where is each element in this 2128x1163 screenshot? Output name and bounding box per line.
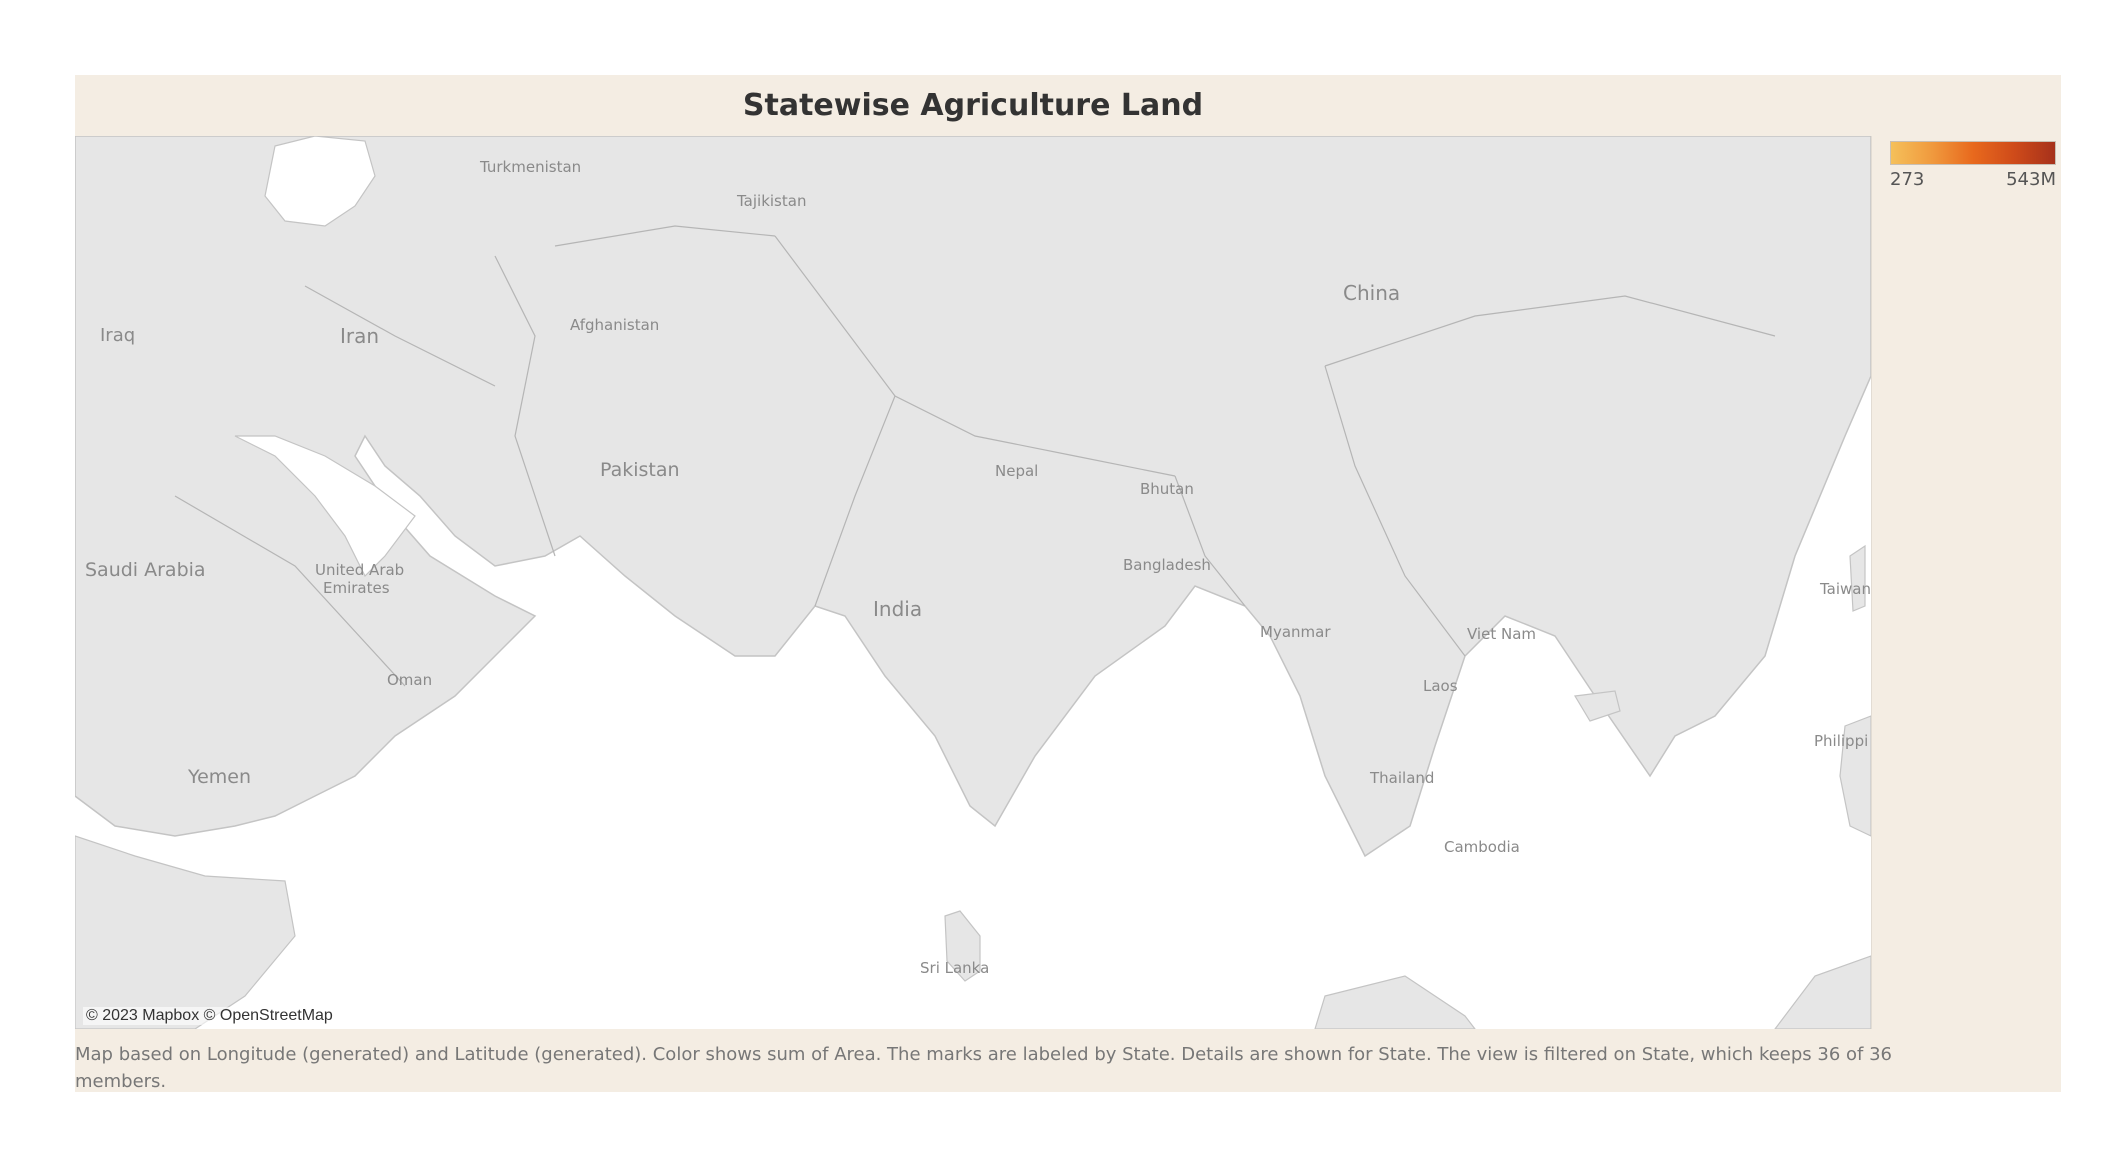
land-philippines	[1839, 715, 1871, 837]
label-nepal: Nepal	[995, 462, 1038, 480]
label-myanmar: Myanmar	[1260, 623, 1331, 641]
basemap: Turkmenistan Tajikistan Iraq Iran Afghan…	[75, 136, 1871, 1029]
label-china: China	[1343, 281, 1400, 305]
label-yemen: Yemen	[187, 766, 251, 788]
land-sumatra	[1314, 975, 1476, 1029]
land-sri-lanka	[944, 910, 981, 982]
label-bhutan: Bhutan	[1140, 480, 1194, 498]
label-bangladesh: Bangladesh	[1123, 556, 1211, 574]
legend-min-label: 273	[1890, 169, 1925, 190]
label-iraq: Iraq	[100, 325, 135, 346]
label-sri-lanka: Sri Lanka	[920, 959, 989, 977]
map-attribution[interactable]: © 2023 Mapbox © OpenStreetMap	[83, 1007, 336, 1025]
land-hainan	[1574, 690, 1621, 722]
map-title: Statewise Agriculture Land	[742, 88, 1204, 123]
legend-max-label: 543M	[2006, 169, 2056, 190]
map-view[interactable]: Turkmenistan Tajikistan Iraq Iran Afghan…	[75, 136, 1872, 1029]
label-tajikistan: Tajikistan	[736, 192, 806, 210]
label-uae-line1: United Arab	[315, 561, 404, 579]
country-borders	[174, 225, 1776, 687]
label-philippines: Philippi	[1814, 732, 1868, 750]
label-cambodia: Cambodia	[1444, 838, 1520, 856]
label-afghanistan: Afghanistan	[570, 316, 659, 334]
label-saudi-arabia: Saudi Arabia	[85, 559, 206, 581]
label-viet-nam: Viet Nam	[1467, 625, 1536, 643]
land-taiwan	[1849, 544, 1866, 612]
color-legend: 273 543M	[1890, 141, 2056, 190]
land-west	[75, 136, 1871, 858]
label-pakistan: Pakistan	[600, 459, 680, 481]
label-uae-line2: Emirates	[323, 579, 390, 597]
label-thailand: Thailand	[1369, 769, 1434, 787]
label-taiwan: Taiwan	[1819, 580, 1871, 598]
land-borneo	[1774, 955, 1871, 1029]
label-oman: Oman	[387, 671, 432, 689]
label-iran: Iran	[340, 324, 379, 348]
land-africa	[75, 835, 296, 1029]
caspian-sea	[264, 136, 376, 227]
label-turkmenistan: Turkmenistan	[479, 158, 581, 176]
persian-gulf	[234, 435, 416, 578]
map-caption: Map based on Longitude (generated) and L…	[75, 1044, 1892, 1092]
color-legend-bar	[1890, 141, 2056, 165]
dashboard: Statewise Agriculture Land	[75, 75, 2061, 1092]
label-india: India	[873, 597, 922, 621]
label-laos: Laos	[1423, 677, 1458, 695]
